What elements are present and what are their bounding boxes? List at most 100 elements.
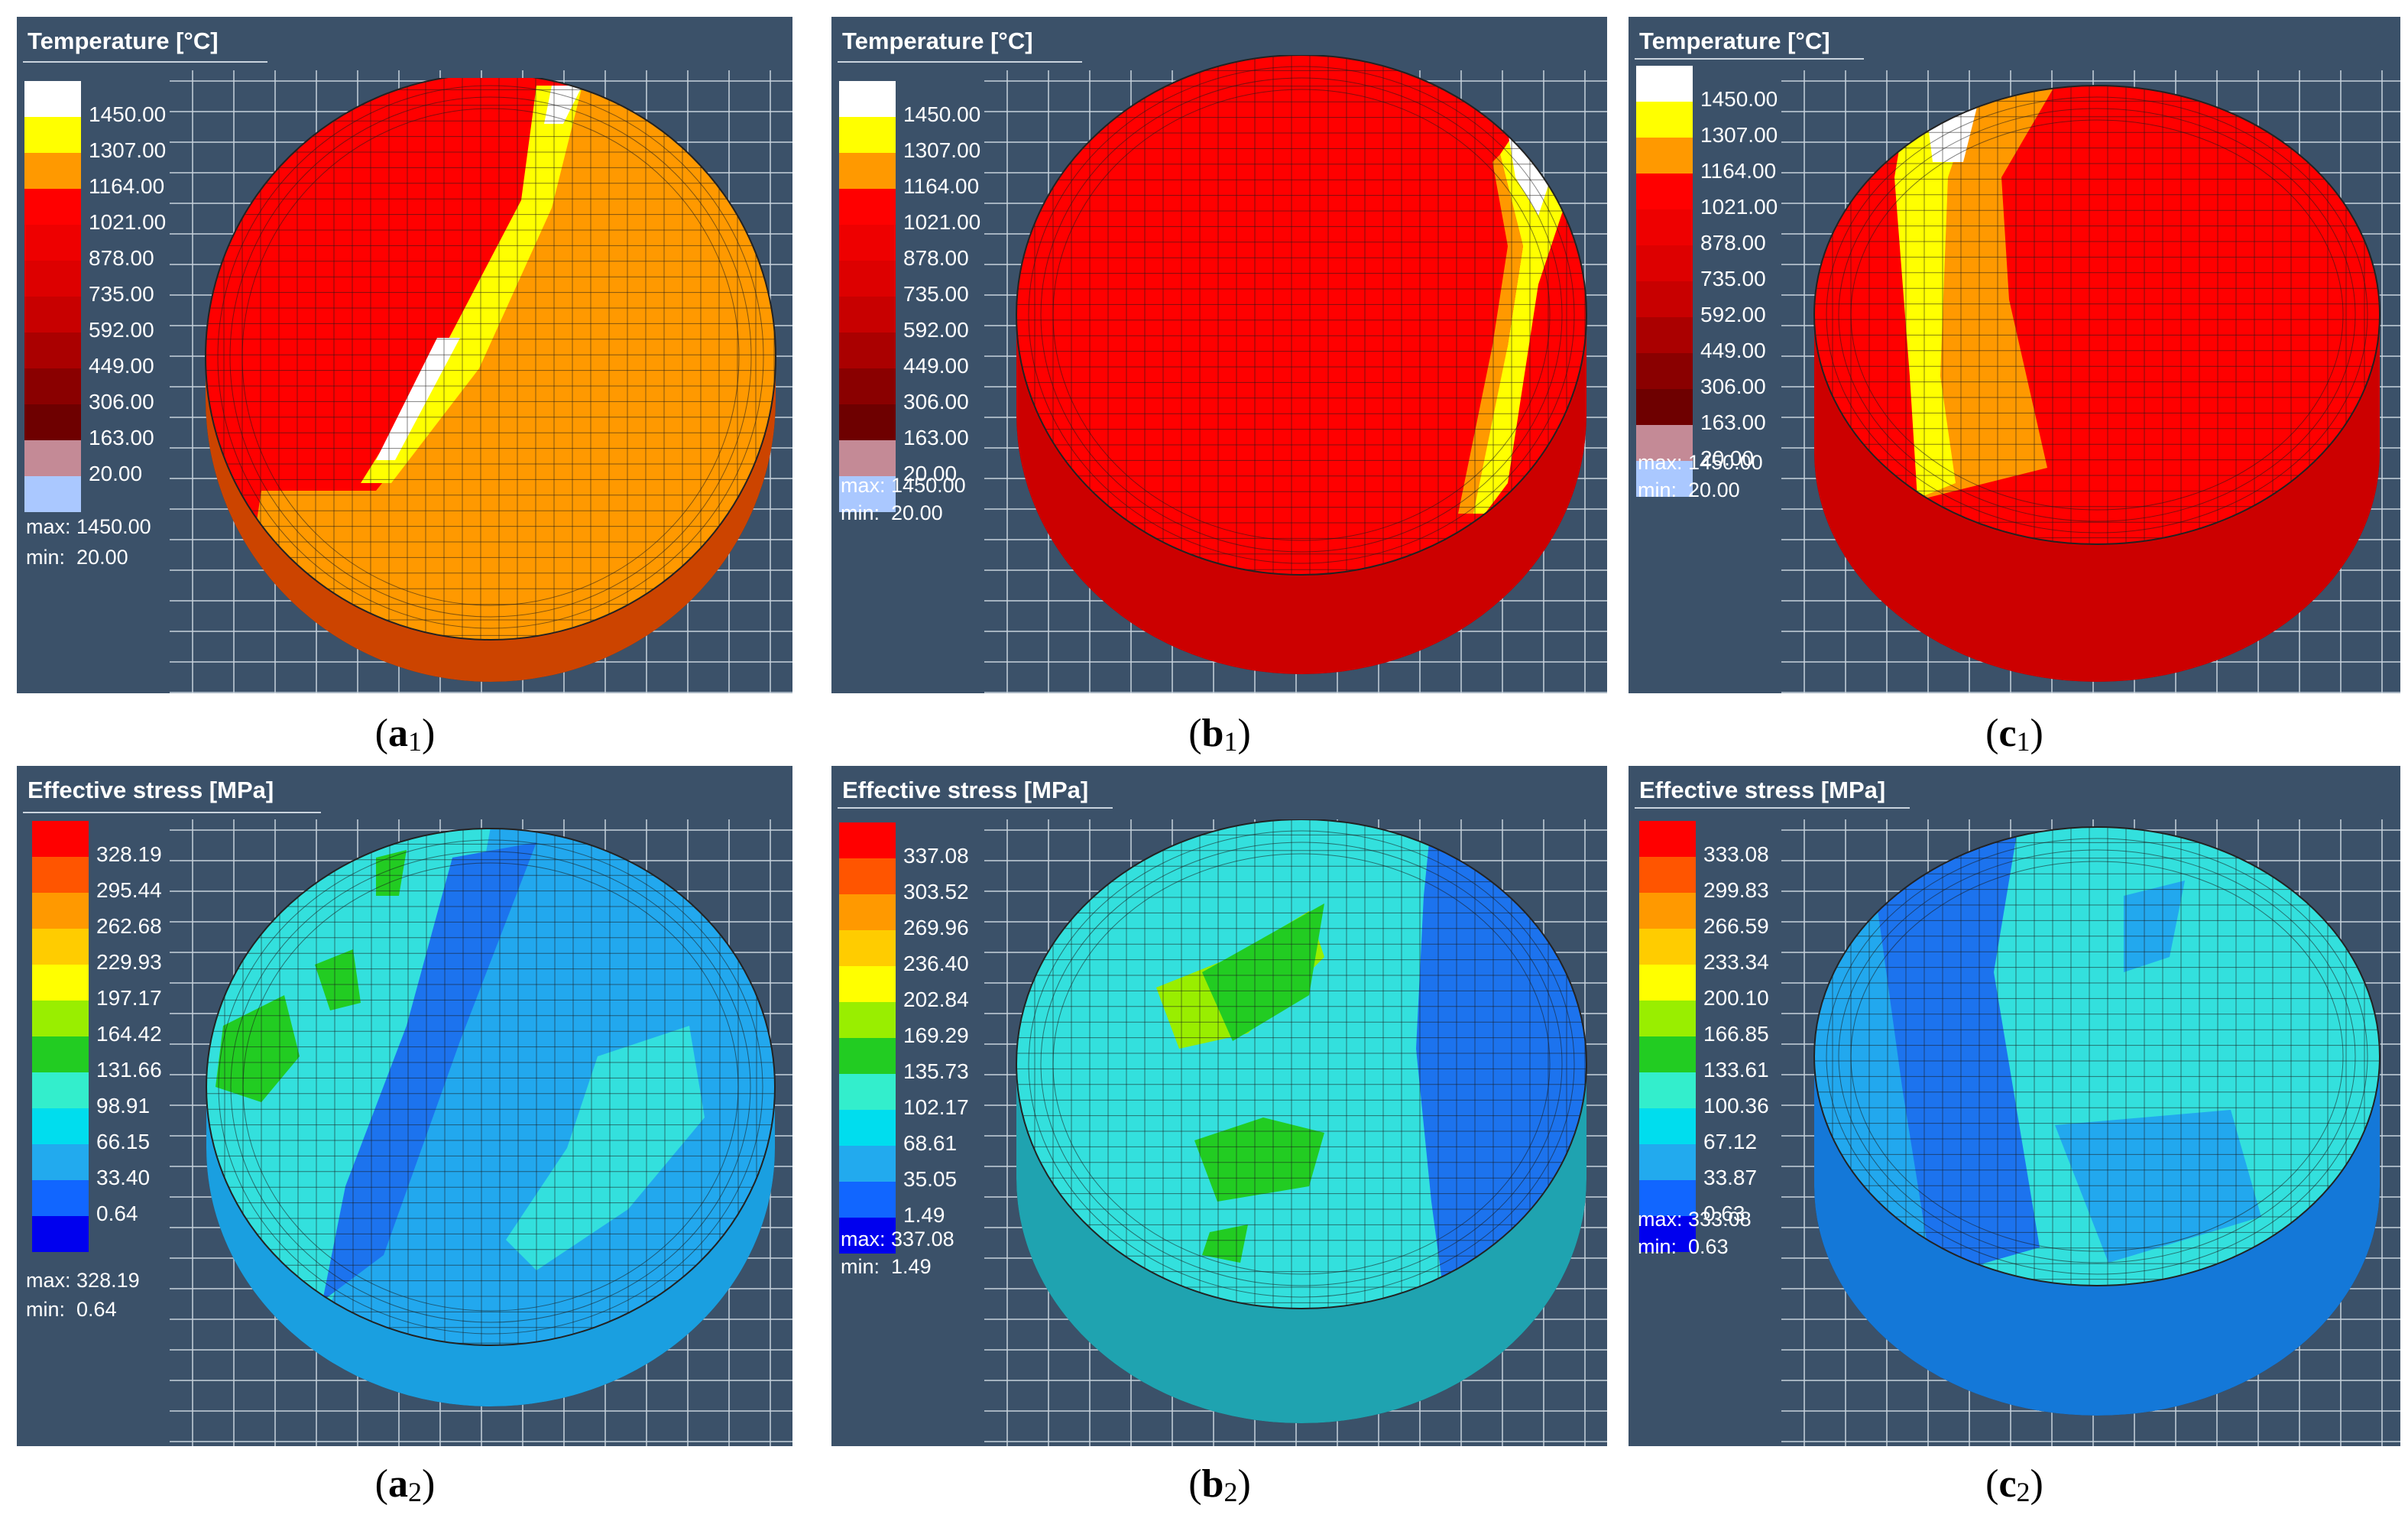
legend-swatch xyxy=(839,930,896,966)
legend-swatch xyxy=(839,858,896,894)
legend-value: 20.00 xyxy=(1700,446,1755,470)
caption-b1: (b1) xyxy=(1188,712,1251,757)
panel-c2: Effective stress [MPa] 333.08 299.83 266.5… xyxy=(1629,766,2400,1446)
legend-swatch xyxy=(32,857,89,893)
max-readout: max: 1450.00 xyxy=(1638,451,1763,474)
legend-swatch xyxy=(24,332,81,368)
legend-value: 33.87 xyxy=(1703,1166,1758,1189)
legend-value: 200.10 xyxy=(1703,986,1769,1010)
legend-swatch xyxy=(32,1216,89,1252)
legend-swatch xyxy=(839,1002,896,1038)
legend-swatch xyxy=(1636,317,1693,353)
legend-swatch xyxy=(1639,1216,1696,1252)
title-underline xyxy=(23,61,267,63)
legend-value: 735.00 xyxy=(89,282,154,306)
legend-swatch xyxy=(1639,1180,1696,1216)
panel-title: Effective stress [MPa] xyxy=(842,777,1089,803)
legend-swatch xyxy=(839,81,896,117)
legend-value: 1.49 xyxy=(903,1203,945,1227)
legend-swatch xyxy=(1636,353,1693,389)
legend-value: 233.34 xyxy=(1703,950,1769,974)
legend-swatch xyxy=(32,1144,89,1180)
legend-swatch xyxy=(839,894,896,930)
legend-value: 169.29 xyxy=(903,1023,969,1047)
caption-c2: (c2) xyxy=(1985,1462,2043,1507)
caption-b2: (b2) xyxy=(1188,1462,1251,1507)
panel-c1: Temperature [°C] 1450.00 1307.00 1164.00 10… xyxy=(1629,17,2400,693)
legend-swatch xyxy=(32,1108,89,1144)
caption-a2: (a2) xyxy=(374,1462,436,1507)
legend-value: 35.05 xyxy=(903,1167,958,1191)
legend-value: 1450.00 xyxy=(89,102,167,126)
legend-swatch xyxy=(839,189,896,225)
max-readout: max: 1450.00 xyxy=(841,474,966,497)
min-readout: min: 0.63 xyxy=(1638,1235,1729,1258)
legend-swatch xyxy=(24,153,81,189)
legend-value: 878.00 xyxy=(903,246,969,270)
legend-value: 735.00 xyxy=(903,282,969,306)
legend-swatch xyxy=(1636,425,1693,461)
legend-swatch xyxy=(1639,893,1696,929)
legend-swatch xyxy=(32,1001,89,1036)
legend-value: 20.00 xyxy=(89,462,143,485)
legend-swatch xyxy=(24,117,81,153)
legend-value: 163.00 xyxy=(1700,410,1766,434)
legend-swatch xyxy=(839,1038,896,1074)
legend-value: 236.40 xyxy=(903,952,969,975)
legend-swatch xyxy=(1636,461,1693,497)
legend-value: 306.00 xyxy=(903,390,969,414)
panel-a1: Temperature [°C] 1450.00 1307.00 1164.00 10… xyxy=(17,17,792,693)
title-underline xyxy=(1635,807,1910,809)
legend-swatch xyxy=(32,1072,89,1108)
legend-swatch xyxy=(32,1180,89,1216)
legend-swatch xyxy=(839,440,896,476)
legend-swatch xyxy=(1639,965,1696,1001)
legend-swatch xyxy=(32,893,89,929)
panel-title: Effective stress [MPa] xyxy=(1639,777,1886,803)
panel-b2: Effective stress [MPa] 337.08 303.52 269.9… xyxy=(831,766,1607,1446)
legend-swatch xyxy=(839,225,896,261)
legend-swatch xyxy=(1636,209,1693,245)
legend-value: 299.83 xyxy=(1703,878,1769,902)
legend-value: 262.68 xyxy=(96,914,162,938)
billet-temperature-field xyxy=(1016,55,1587,674)
legend-value: 592.00 xyxy=(903,318,969,342)
legend-swatch xyxy=(1639,1036,1696,1072)
legend-swatch xyxy=(32,1036,89,1072)
legend-value: 1307.00 xyxy=(89,138,167,162)
legend-swatch xyxy=(839,1182,896,1218)
legend-swatch xyxy=(1639,1108,1696,1144)
legend-value: 163.00 xyxy=(903,426,969,449)
legend-swatch xyxy=(839,966,896,1002)
legend-swatch xyxy=(1639,1072,1696,1108)
legend-value: 166.85 xyxy=(1703,1022,1769,1046)
legend-value: 1450.00 xyxy=(903,102,981,126)
panel-title: Temperature [°C] xyxy=(842,28,1033,54)
panel-title: Effective stress [MPa] xyxy=(28,777,274,803)
legend-value: 878.00 xyxy=(1700,231,1766,255)
legend-swatch xyxy=(24,189,81,225)
legend-swatch xyxy=(1636,102,1693,138)
legend-swatch xyxy=(24,404,81,440)
title-underline xyxy=(1635,58,1864,60)
legend-swatch xyxy=(839,822,896,858)
legend-swatch xyxy=(839,261,896,297)
legend-swatch xyxy=(839,476,896,512)
legend-value: 306.00 xyxy=(89,390,154,414)
legend-swatch xyxy=(839,1146,896,1182)
legend-value: 100.36 xyxy=(1703,1094,1769,1117)
legend-swatch xyxy=(839,1110,896,1146)
legend-value: 0.64 xyxy=(96,1202,138,1225)
legend-value: 1021.00 xyxy=(1700,195,1778,219)
legend-value: 592.00 xyxy=(1700,303,1766,326)
legend-swatch xyxy=(24,261,81,297)
min-readout: min: 1.49 xyxy=(841,1255,932,1278)
legend-value: 197.17 xyxy=(96,986,162,1010)
legend-swatch xyxy=(24,225,81,261)
legend-value: 449.00 xyxy=(89,354,154,378)
legend-swatch xyxy=(1636,281,1693,317)
legend-swatch xyxy=(1636,66,1693,102)
min-readout: min: 0.64 xyxy=(26,1298,117,1321)
billet-stress-field xyxy=(1016,819,1587,1423)
legend-value: 1164.00 xyxy=(1700,159,1777,183)
